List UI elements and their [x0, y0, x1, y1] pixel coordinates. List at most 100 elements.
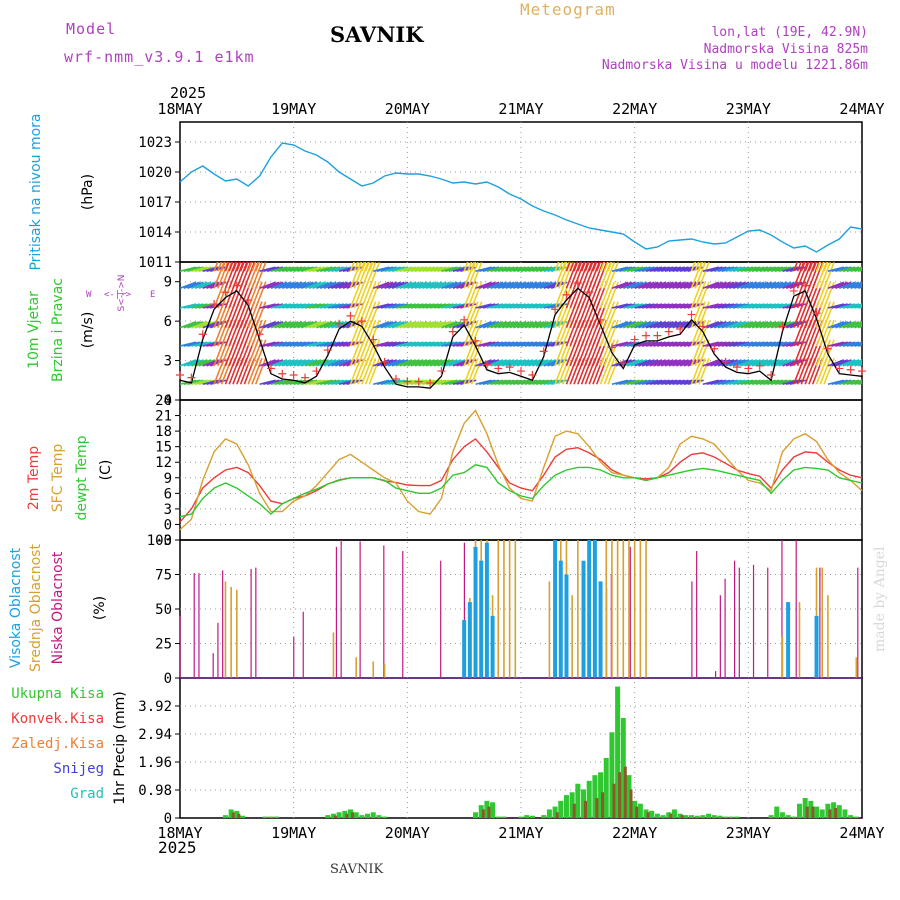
- y-tick-label: 2.94: [138, 727, 172, 743]
- total-precip-bar: [240, 815, 246, 818]
- wind-arrow: [819, 281, 832, 309]
- wind-arrow: [823, 319, 835, 347]
- wind-arrow: [289, 281, 307, 290]
- wind-arrow: [312, 341, 329, 347]
- wind-arrow: [835, 281, 852, 290]
- wind-arrow: [823, 339, 835, 367]
- wind-arrow: [391, 303, 409, 309]
- high-cloud-bar: [467, 602, 472, 678]
- precip-legend-1: Konvek.Kisa: [11, 711, 104, 727]
- wind-arrow: [535, 341, 553, 347]
- wind-arrow: [672, 341, 689, 347]
- wind-arrow: [744, 359, 761, 367]
- wind-arrow: [623, 379, 640, 386]
- y-tick-label: 3: [164, 354, 172, 370]
- wind-arrow: [702, 341, 720, 347]
- pressure-unit-label: (hPa): [80, 174, 96, 210]
- total-precip-bar: [666, 812, 672, 818]
- wind-arrow: [395, 303, 413, 309]
- wind-arrow: [467, 281, 479, 309]
- wind-arrow: [444, 359, 462, 367]
- total-precip-bar: [330, 813, 336, 818]
- top-date-label: 21MAY: [498, 100, 543, 118]
- conv-precip-bar: [805, 806, 809, 818]
- wind-arrow: [532, 341, 549, 347]
- wind-arrow: [278, 359, 295, 367]
- gust-marker: [721, 357, 730, 366]
- wind-arrow: [774, 341, 792, 347]
- gust-marker: [835, 364, 844, 373]
- compass-v: S<-|->N: [117, 274, 127, 311]
- wind-arrow: [748, 320, 765, 329]
- wind-arrow: [827, 359, 845, 367]
- wind-arrow: [520, 266, 538, 272]
- wind-arrow: [710, 303, 727, 309]
- wind-arrow: [410, 266, 428, 272]
- wind-arrow: [528, 341, 545, 347]
- panel-frame-3: [179, 399, 863, 541]
- wind-arrow: [357, 262, 369, 289]
- wind-arrow: [660, 281, 678, 290]
- wind-arrow: [308, 266, 325, 272]
- wind-arrow: [263, 379, 280, 386]
- wind-arrow: [751, 379, 769, 386]
- wind-arrow: [751, 341, 769, 347]
- gust-marker: [403, 377, 412, 386]
- wind-arrow: [842, 341, 860, 347]
- wind-arrow: [664, 281, 682, 290]
- total-precip-bar: [774, 806, 780, 818]
- wind-arrow: [736, 359, 754, 367]
- wind-arrow: [263, 266, 280, 272]
- wind-arrow: [376, 303, 394, 309]
- wind-arrow: [532, 379, 549, 386]
- gust-marker: [619, 359, 628, 368]
- wind-arrow: [854, 381, 862, 386]
- wind-arrow: [293, 320, 310, 329]
- wind-arrow: [823, 301, 835, 329]
- total-precip-bar: [518, 816, 524, 818]
- wind-arrow: [857, 325, 862, 329]
- wind-arrow: [748, 266, 765, 272]
- wind-arrow: [266, 379, 284, 386]
- wind-arrow: [713, 281, 731, 290]
- wind-arrow: [835, 359, 852, 367]
- wind-arrow: [702, 303, 720, 309]
- wind-arrow: [835, 266, 852, 272]
- wind-arrow: [827, 281, 845, 290]
- wind-arrow: [191, 303, 208, 309]
- wind-arrow: [615, 303, 632, 309]
- wind-arrow: [388, 281, 405, 290]
- wind-arrow: [721, 341, 738, 347]
- wind-arrow: [615, 281, 632, 290]
- wind-arrow: [300, 303, 318, 309]
- wind-arrow: [353, 262, 365, 289]
- wind-arrow: [607, 262, 619, 289]
- wind-arrow: [418, 320, 435, 329]
- wind-arrow: [426, 341, 443, 347]
- conv-precip-bar: [623, 766, 627, 818]
- wind-arrow: [441, 320, 458, 329]
- total-precip-bar: [836, 805, 842, 818]
- panels-layer: [179, 121, 863, 819]
- wind-arrow: [603, 301, 616, 329]
- wind-arrow: [364, 301, 377, 329]
- wind-arrow: [592, 262, 604, 289]
- gust-marker: [698, 322, 707, 331]
- wind-arrow: [270, 281, 288, 290]
- wind-arrow: [638, 320, 655, 329]
- wind-arrow: [763, 281, 780, 290]
- wind-arrow: [630, 266, 647, 272]
- y-tick-label: 21: [155, 409, 172, 425]
- wind-arrow: [838, 281, 856, 290]
- wind-arrow: [626, 320, 644, 329]
- wind-arrow: [509, 281, 526, 290]
- wind-arrow: [444, 320, 462, 329]
- footer-title: SAVNIK: [330, 862, 384, 877]
- wind-arrow: [444, 281, 462, 290]
- wind-arrow: [282, 359, 299, 367]
- y-tick-label: 12: [155, 455, 172, 471]
- total-precip-bar: [268, 816, 274, 818]
- y-tick-label: 1020: [138, 165, 172, 181]
- wind-arrow: [619, 379, 636, 386]
- total-precip-bar: [734, 816, 740, 818]
